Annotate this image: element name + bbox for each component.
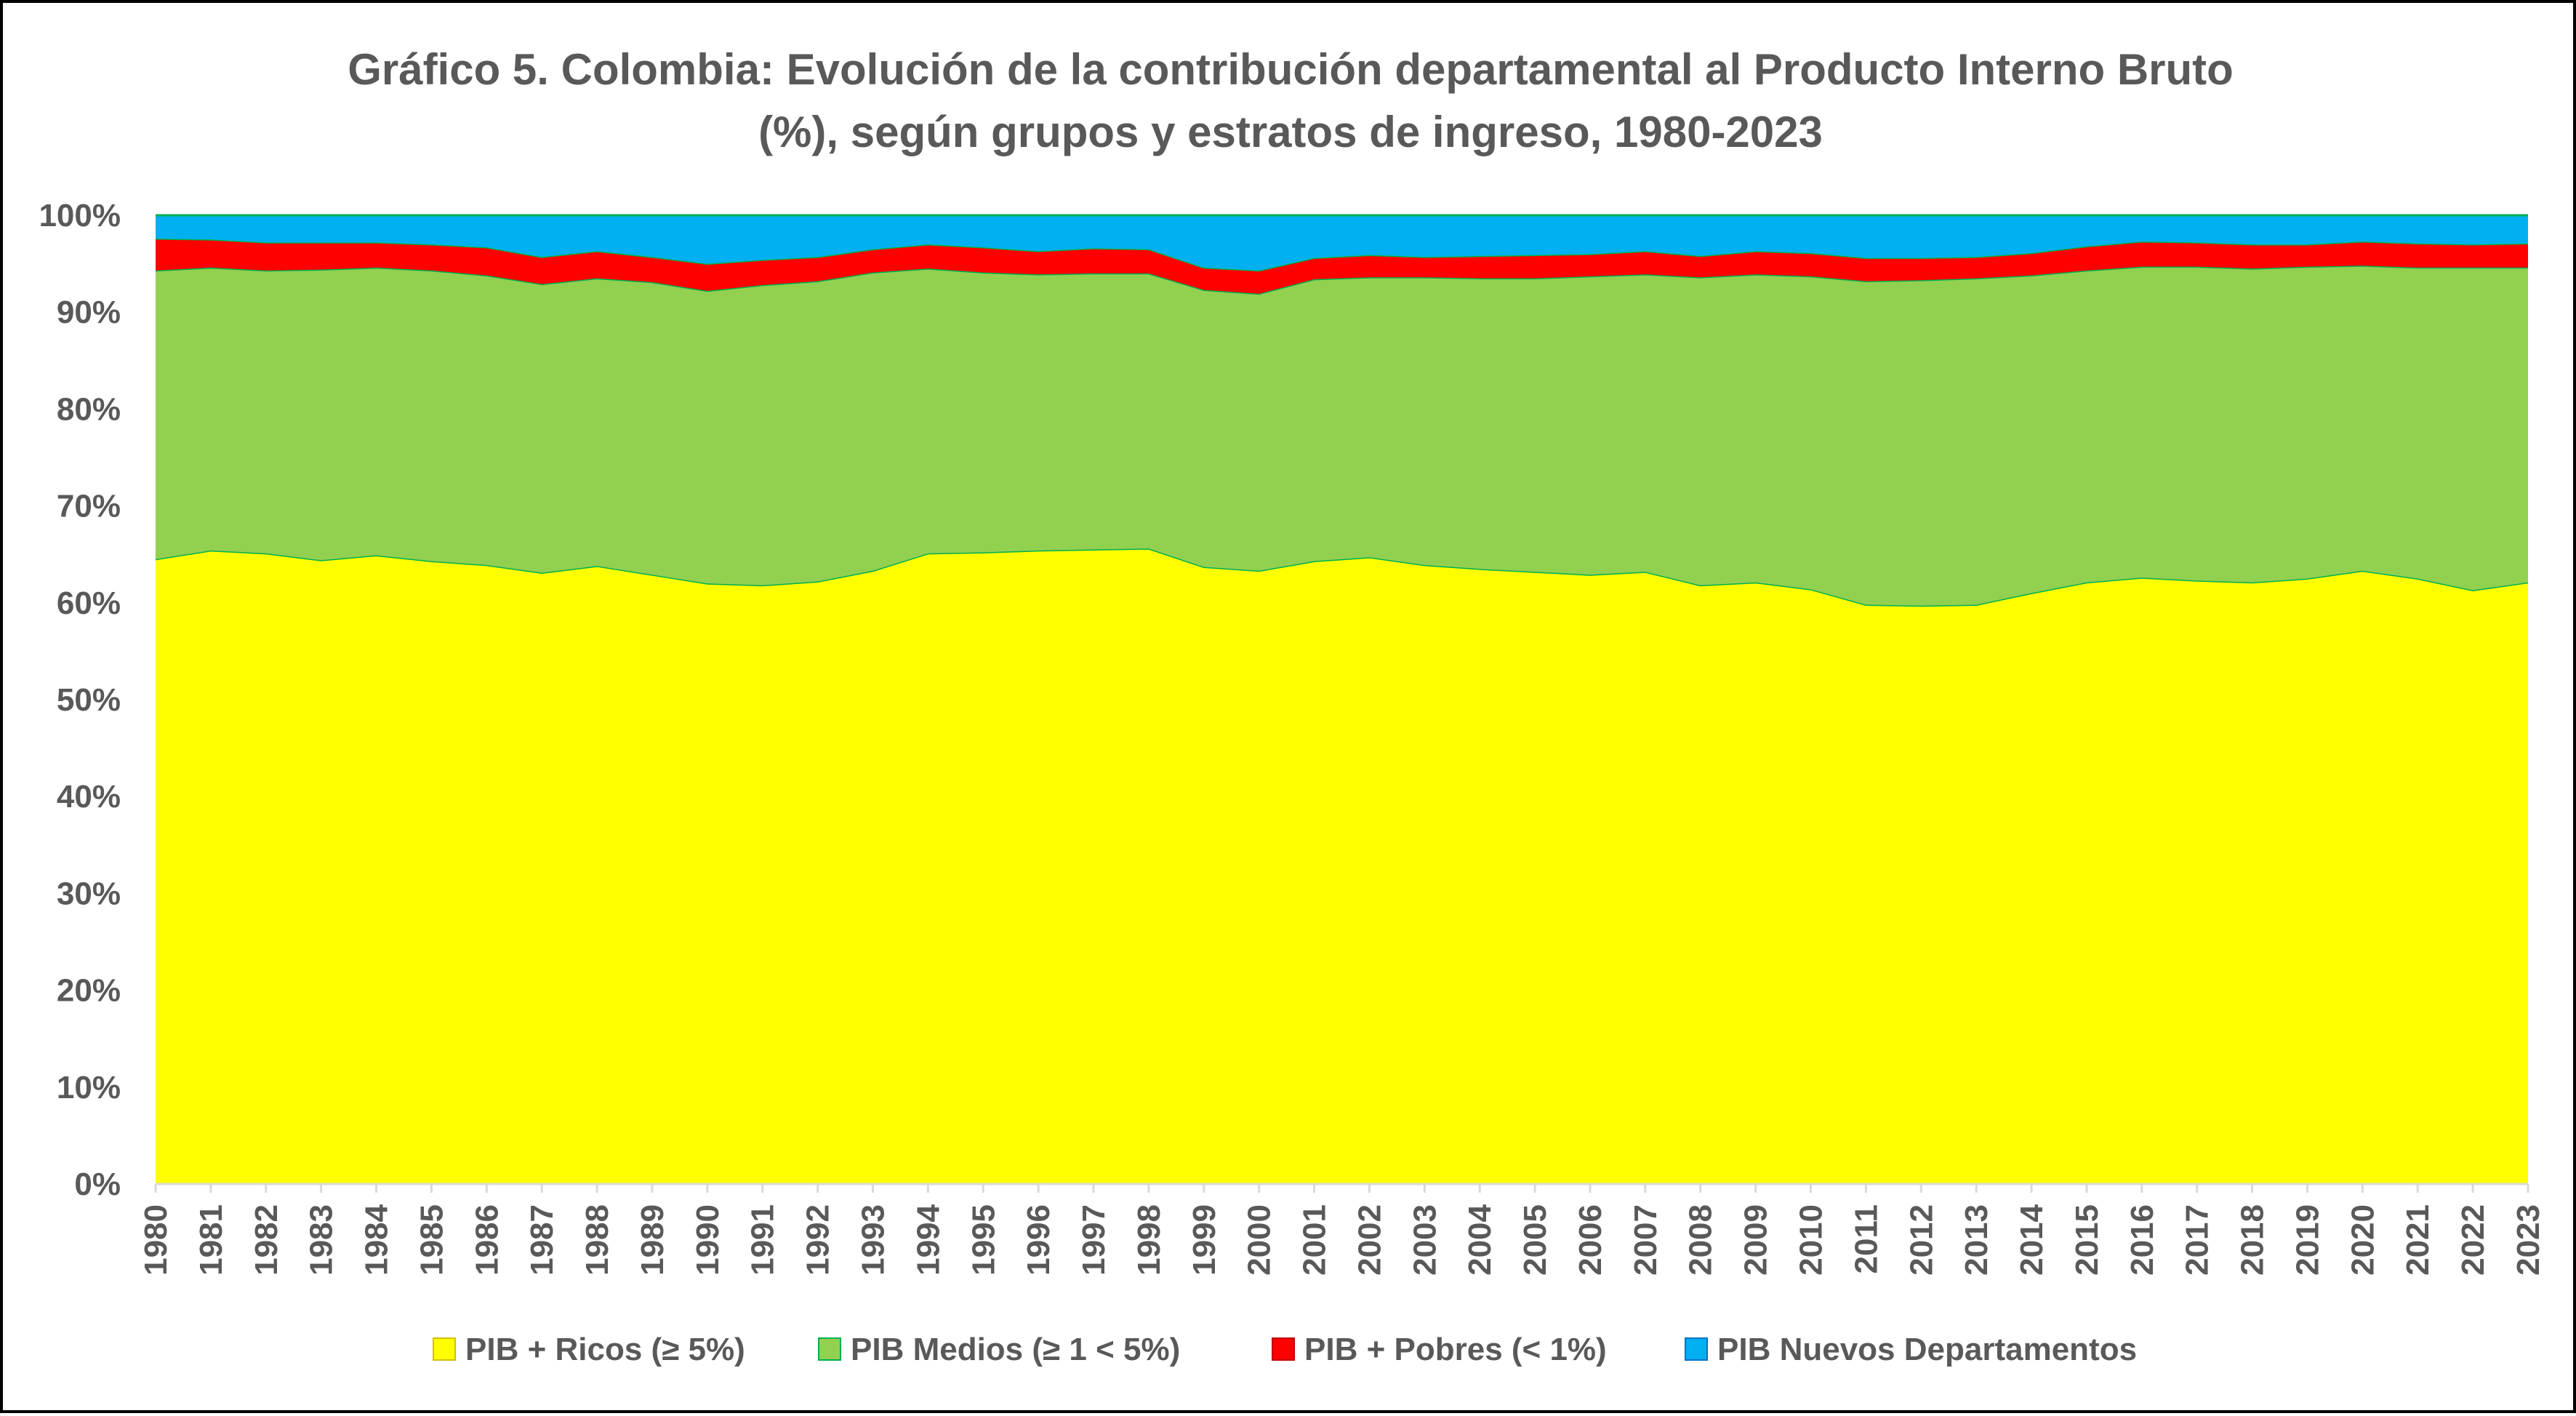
x-tick-label: 2019 <box>2290 1204 2325 1276</box>
x-tick-label: 2017 <box>2180 1204 2215 1276</box>
x-tick-label: 1985 <box>414 1204 449 1276</box>
y-tick-label: 60% <box>57 585 121 621</box>
x-tick-label: 1991 <box>745 1204 781 1276</box>
legend-label-pib-nuevos-departamentos: PIB Nuevos Departamentos <box>1717 1332 2137 1367</box>
y-tick-label: 0% <box>74 1167 121 1202</box>
x-tick-label: 2010 <box>1794 1204 1829 1276</box>
area-pib-ricos-5 <box>156 548 2528 1184</box>
y-axis-ticks: 0% 10% 20% 30% 40% 50% 60% 70% 80% 90% 100% <box>39 198 121 1202</box>
x-axis-ticks: 1980 1981 1982 1983 1984 1985 1986 1987 1988 1989… <box>138 1204 2546 1275</box>
x-tick-label: 2021 <box>2400 1204 2436 1276</box>
x-tick-label: 1981 <box>193 1204 229 1276</box>
x-tick-label: 2006 <box>1573 1204 1608 1276</box>
x-tick-label: 2022 <box>2455 1204 2491 1276</box>
x-tick-label: 1988 <box>579 1204 615 1276</box>
y-tick-label: 30% <box>57 876 121 911</box>
y-tick-label: 100% <box>39 198 121 233</box>
y-tick-label: 50% <box>57 682 121 718</box>
x-tick-label: 2015 <box>2069 1204 2105 1276</box>
x-tick-label: 1992 <box>801 1204 836 1276</box>
x-tick-label: 1983 <box>304 1204 340 1276</box>
x-tick-label: 1998 <box>1131 1204 1167 1276</box>
chart-title-line-1: Gráfico 5. Colombia: Evolución de la con… <box>348 45 2234 94</box>
area-pib-medios-1-5 <box>156 265 2528 606</box>
y-tick-label: 10% <box>57 1070 121 1105</box>
legend-swatch-pib-medios-1-5 <box>818 1337 841 1361</box>
y-tick-label: 20% <box>57 973 121 1009</box>
legend: PIB + Ricos (≥ 5%) PIB Medios (≥ 1 < 5%) P… <box>433 1332 2137 1367</box>
x-tick-label: 1995 <box>966 1204 1001 1276</box>
chart-title-line-2: (%), según grupos y estratos de ingreso,… <box>758 108 1823 156</box>
x-tick-label: 1996 <box>1021 1204 1056 1276</box>
y-tick-label: 90% <box>57 295 121 330</box>
y-tick-label: 40% <box>57 779 121 815</box>
x-tick-label: 2004 <box>1462 1204 1498 1275</box>
x-tick-label: 1984 <box>359 1204 395 1275</box>
y-tick-label: 70% <box>57 489 121 524</box>
area-pib-pobres-1 <box>156 239 2528 294</box>
legend-swatch-pib-pobres-1 <box>1272 1337 1295 1361</box>
stacked-area-chart: Gráfico 5. Colombia: Evolución de la con… <box>39 45 2546 1367</box>
x-tick-label: 2018 <box>2235 1204 2271 1276</box>
x-tick-label: 2020 <box>2345 1204 2380 1276</box>
series-areas <box>155 214 2529 1184</box>
x-tick-label: 2000 <box>1242 1204 1277 1276</box>
legend-swatch-pib-ricos-5 <box>433 1337 456 1361</box>
x-tick-label: 2011 <box>1848 1204 1884 1273</box>
x-tick-label: 1980 <box>138 1204 174 1276</box>
axes <box>154 1183 2529 1193</box>
x-tick-label: 1994 <box>910 1204 946 1275</box>
x-tick-label: 1982 <box>249 1204 284 1276</box>
legend-label-pib-medios-1-5: PIB Medios (≥ 1 < 5%) <box>851 1332 1180 1367</box>
x-tick-label: 2002 <box>1352 1204 1387 1276</box>
legend-label-pib-pobres-1: PIB + Pobres (< 1%) <box>1304 1332 1607 1367</box>
y-tick-label: 80% <box>57 391 121 427</box>
x-tick-label: 1993 <box>855 1204 891 1276</box>
x-tick-label: 2007 <box>1628 1204 1664 1276</box>
x-tick-label: 2005 <box>1517 1204 1553 1276</box>
x-tick-label: 1989 <box>635 1204 670 1276</box>
x-tick-label: 1986 <box>469 1204 505 1276</box>
legend-swatch-pib-nuevos-departamentos <box>1685 1337 1708 1361</box>
legend-label-pib-ricos-5: PIB + Ricos (≥ 5%) <box>465 1332 745 1367</box>
x-tick-label: 2014 <box>2014 1204 2050 1275</box>
x-tick-label: 2009 <box>1738 1204 1774 1276</box>
x-tick-label: 1999 <box>1187 1204 1222 1276</box>
x-tick-label: 1987 <box>524 1204 560 1276</box>
x-tick-label: 2013 <box>1959 1204 1994 1276</box>
x-tick-label: 2016 <box>2124 1204 2160 1276</box>
x-tick-label: 1990 <box>690 1204 726 1276</box>
x-tick-label: 2003 <box>1407 1204 1443 1276</box>
x-tick-label: 2001 <box>1297 1204 1333 1276</box>
x-tick-label: 1997 <box>1076 1204 1112 1276</box>
x-tick-label: 2012 <box>1903 1204 1939 1276</box>
area-pib-nuevos-departamentos <box>156 215 2528 271</box>
x-tick-label: 2008 <box>1683 1204 1719 1276</box>
x-tick-label: 2023 <box>2511 1204 2546 1276</box>
